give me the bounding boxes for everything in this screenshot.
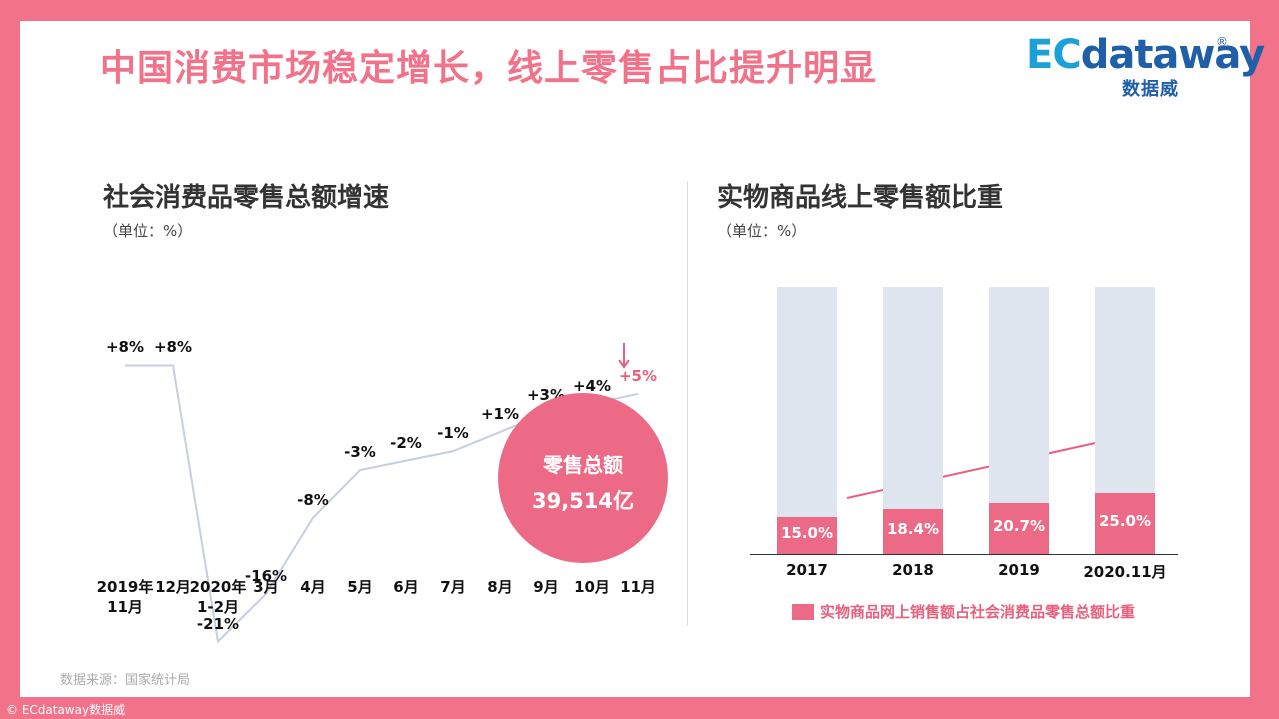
- logo-wordmark: ECdataway: [1026, 32, 1265, 78]
- bar-x-tick-label: 2017: [786, 561, 828, 579]
- copyright-text: © ECdataway数据威: [6, 703, 126, 717]
- line-data-label: +4%: [572, 376, 612, 395]
- down-arrow-head-icon: [618, 359, 630, 369]
- logo-ec: EC: [1026, 32, 1082, 78]
- bar-x-tick-label: 2019: [998, 561, 1040, 579]
- line-x-tick-label: 2020年 1-2月: [189, 578, 247, 616]
- line-data-label: +8%: [105, 338, 145, 357]
- bar-data-label: 25.0%: [1098, 511, 1152, 530]
- line-x-tick-label: 5月: [347, 578, 373, 596]
- legend-swatch: [792, 603, 814, 620]
- bar-background: [777, 287, 837, 554]
- data-source-note: 数据来源：国家统计局: [60, 673, 191, 688]
- right-chart-title: 实物商品线上零售额比重: [717, 183, 1004, 213]
- left-chart-unit: （单位：%）: [103, 222, 193, 240]
- page-title: 中国消费市场稳定增长，线上零售占比提升明显: [100, 48, 878, 89]
- line-x-tick-label: 11月: [620, 578, 656, 596]
- slide-card: 中国消费市场稳定增长，线上零售占比提升明显 ECdataway ® 数据威 社会…: [20, 21, 1265, 697]
- line-data-label: -16%: [244, 566, 288, 585]
- legend-label: 实物商品网上销售额占社会消费品零售总额比重: [820, 603, 1136, 621]
- bar-value-fill: [1095, 493, 1155, 554]
- line-x-tick-label: 4月: [300, 578, 326, 596]
- line-x-tick-label: 2019年 11月: [96, 578, 154, 616]
- bar-x-tick-label: 2020.11月: [1083, 563, 1167, 581]
- bar-data-label: 18.4%: [886, 519, 940, 538]
- callout-value: 39,514亿: [531, 489, 635, 513]
- line-x-tick-label: 12月: [155, 578, 191, 596]
- line-data-label: +5%: [618, 367, 658, 385]
- line-data-label: -1%: [437, 424, 469, 443]
- retail-total-callout: 零售总额 39,514亿: [498, 393, 668, 563]
- line-data-label: -2%: [390, 433, 422, 452]
- logo-dataway: dataway: [1080, 32, 1266, 78]
- bar-data-label: 15.0%: [780, 523, 834, 542]
- line-data-label: -8%: [297, 490, 329, 509]
- logo-subtitle: 数据威: [1122, 79, 1179, 100]
- bar-chart-legend: 实物商品网上销售额占社会消费品零售总额比重: [792, 601, 1135, 622]
- left-chart-title: 社会消费品零售总额增速: [103, 183, 390, 213]
- line-x-tick-label: 9月: [533, 578, 559, 596]
- line-x-tick-label: 7月: [440, 578, 466, 596]
- line-x-tick-label: 3月: [253, 578, 279, 596]
- line-x-tick-label: 10月: [574, 578, 610, 596]
- section-divider: [687, 181, 688, 626]
- bar-x-tick-label: 2018: [892, 561, 934, 579]
- logo-registered-mark: ®: [1216, 35, 1228, 49]
- right-chart-unit: （单位：%）: [717, 222, 807, 240]
- callout-label: 零售总额: [543, 453, 623, 477]
- bar-data-label: 20.7%: [992, 516, 1046, 535]
- bar-value-fill: [777, 517, 837, 554]
- line-x-tick-label: 8月: [487, 578, 513, 596]
- line-x-tick-label: 6月: [393, 578, 419, 596]
- line-data-label: +1%: [480, 405, 520, 424]
- bar-value-fill: [989, 503, 1049, 554]
- line-data-label: +8%: [153, 338, 193, 357]
- line-data-label: -3%: [344, 443, 376, 462]
- bar-value-fill: [883, 509, 943, 554]
- brand-logo: ECdataway ® 数据威: [1026, 32, 1265, 101]
- bar-chart-baseline: [750, 554, 1178, 555]
- line-data-label: -21%: [196, 614, 240, 633]
